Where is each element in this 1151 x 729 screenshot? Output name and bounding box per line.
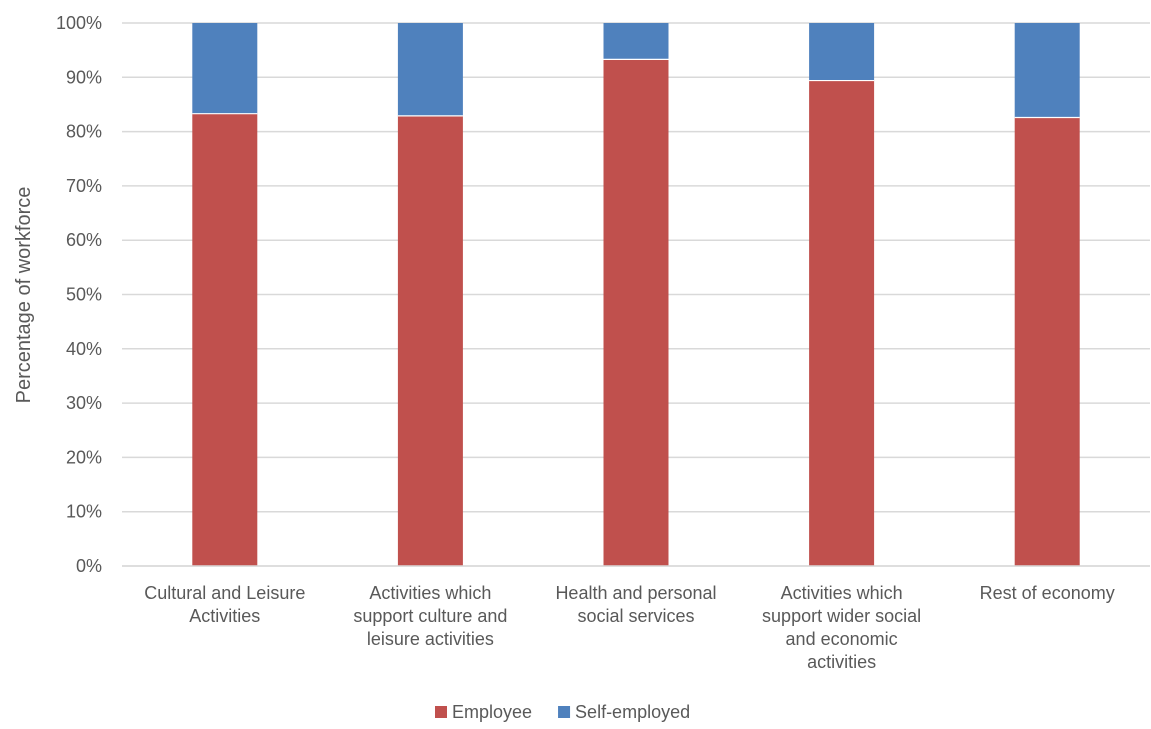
bar-self-employed-4 xyxy=(1014,23,1080,118)
legend: Employee Self-employed xyxy=(435,702,690,722)
category-label: and economic xyxy=(786,629,898,649)
legend-label-self-employed: Self-employed xyxy=(575,702,690,722)
bar-employee-4 xyxy=(1014,117,1080,567)
category-label: support culture and xyxy=(353,606,507,626)
y-tick-label: 10% xyxy=(66,502,102,522)
category-label: Activities which xyxy=(369,583,491,603)
legend-swatch-employee xyxy=(435,706,447,718)
category-label: Rest of economy xyxy=(980,583,1115,603)
y-tick-label: 40% xyxy=(66,339,102,359)
bar-employee-0 xyxy=(192,113,258,566)
bar-self-employed-2 xyxy=(603,23,669,60)
bar-employee-3 xyxy=(809,80,875,567)
bar-self-employed-1 xyxy=(397,23,463,116)
legend-label-employee: Employee xyxy=(452,702,532,722)
category-label: Cultural and Leisure xyxy=(144,583,305,603)
y-tick-label: 70% xyxy=(66,176,102,196)
category-label: Activities which xyxy=(781,583,903,603)
category-label: Activities xyxy=(189,606,260,626)
y-axis-title: Percentage of workforce xyxy=(13,187,35,404)
y-tick-label: 80% xyxy=(66,122,102,142)
category-label: activities xyxy=(807,652,876,672)
y-tick-label: 0% xyxy=(76,556,102,576)
category-label: Health and personal xyxy=(555,583,716,603)
y-tick-label: 20% xyxy=(66,447,102,467)
y-tick-label: 100% xyxy=(56,13,102,33)
bars xyxy=(122,23,1150,567)
y-tick-labels: 0% 10% 20% 30% 40% 50% 60% 70% 80% 90% 100% xyxy=(56,13,102,576)
category-labels: Cultural and Leisure Activities Activities… xyxy=(144,583,1114,672)
bar-employee-1 xyxy=(397,115,463,566)
y-tick-label: 60% xyxy=(66,230,102,250)
category-label: leisure activities xyxy=(367,629,494,649)
bar-self-employed-3 xyxy=(809,23,875,81)
bar-employee-2 xyxy=(603,59,669,566)
category-label: social services xyxy=(577,606,694,626)
y-tick-label: 90% xyxy=(66,67,102,87)
category-label: support wider social xyxy=(762,606,921,626)
bar-self-employed-0 xyxy=(192,23,258,114)
legend-swatch-self-employed xyxy=(558,706,571,718)
y-tick-label: 30% xyxy=(66,393,102,413)
y-tick-label: 50% xyxy=(66,285,102,305)
